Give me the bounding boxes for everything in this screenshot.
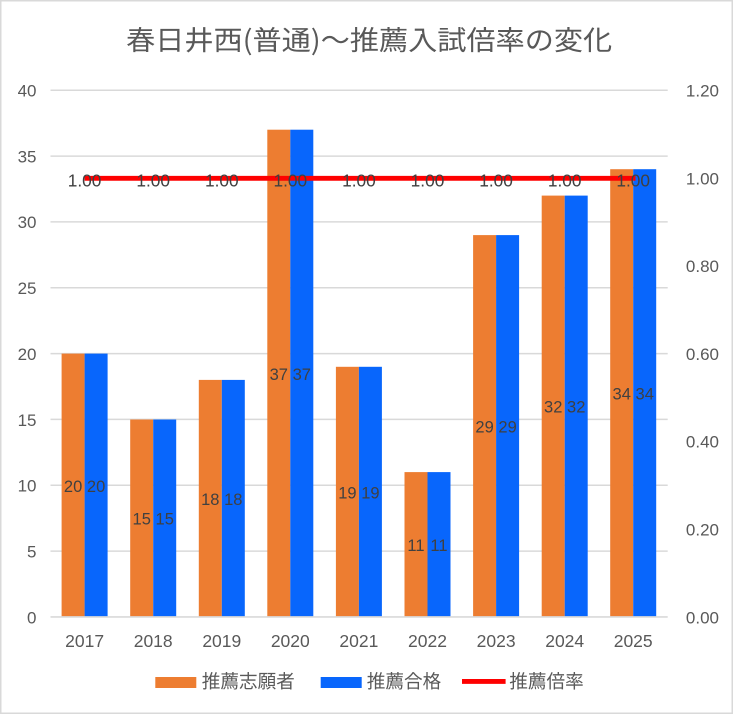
svg-text:20: 20 [87, 478, 105, 496]
svg-text:20: 20 [64, 478, 82, 496]
svg-text:2023: 2023 [477, 631, 516, 651]
svg-text:29: 29 [498, 419, 516, 437]
svg-text:1.00: 1.00 [616, 171, 650, 191]
svg-text:37: 37 [293, 366, 311, 384]
svg-text:1.00: 1.00 [205, 171, 239, 191]
svg-text:1.00: 1.00 [548, 171, 582, 191]
svg-text:29: 29 [475, 419, 493, 437]
svg-text:2018: 2018 [134, 631, 173, 651]
svg-text:30: 30 [18, 213, 37, 232]
svg-text:1.00: 1.00 [479, 171, 513, 191]
svg-text:1.00: 1.00 [686, 169, 719, 188]
svg-text:0.40: 0.40 [686, 433, 719, 452]
svg-text:2021: 2021 [339, 631, 378, 651]
svg-text:0.60: 0.60 [686, 345, 719, 364]
svg-text:32: 32 [544, 399, 562, 417]
svg-text:18: 18 [224, 491, 242, 509]
svg-text:37: 37 [270, 366, 288, 384]
svg-text:15: 15 [156, 511, 174, 529]
svg-text:19: 19 [361, 484, 379, 502]
svg-text:2017: 2017 [65, 631, 104, 651]
svg-text:5: 5 [27, 542, 36, 561]
svg-text:15: 15 [18, 411, 37, 430]
svg-text:11: 11 [430, 537, 447, 555]
svg-text:11: 11 [407, 537, 424, 555]
svg-text:1.00: 1.00 [273, 171, 307, 191]
svg-text:0: 0 [27, 608, 36, 627]
svg-text:1.00: 1.00 [411, 171, 445, 191]
svg-text:1.00: 1.00 [342, 171, 376, 191]
svg-text:2022: 2022 [408, 631, 447, 651]
svg-text:1.20: 1.20 [686, 82, 719, 101]
svg-text:2025: 2025 [614, 631, 653, 651]
svg-text:34: 34 [613, 386, 631, 404]
svg-text:32: 32 [567, 399, 585, 417]
svg-text:20: 20 [18, 345, 37, 364]
svg-text:10: 10 [18, 477, 37, 496]
svg-text:1.00: 1.00 [68, 171, 102, 191]
svg-text:40: 40 [18, 82, 37, 101]
svg-text:18: 18 [201, 491, 219, 509]
svg-text:15: 15 [133, 511, 151, 529]
svg-text:19: 19 [338, 484, 356, 502]
svg-text:25: 25 [18, 279, 37, 298]
svg-text:0.00: 0.00 [686, 608, 719, 627]
svg-text:1.00: 1.00 [136, 171, 170, 191]
svg-text:0.80: 0.80 [686, 257, 719, 276]
svg-text:2020: 2020 [271, 631, 310, 651]
svg-text:2019: 2019 [202, 631, 241, 651]
svg-text:34: 34 [636, 386, 654, 404]
svg-text:2024: 2024 [545, 631, 584, 651]
svg-text:0.20: 0.20 [686, 521, 719, 540]
svg-text:35: 35 [18, 147, 37, 166]
